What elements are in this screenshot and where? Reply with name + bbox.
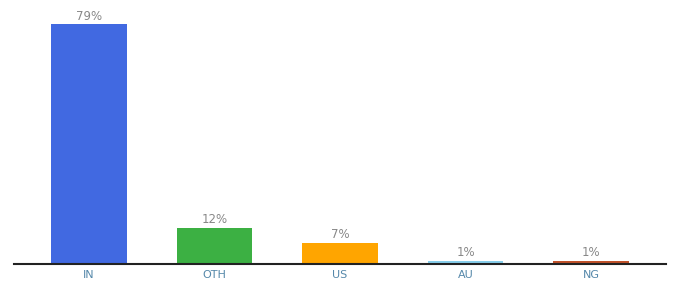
Text: 7%: 7% <box>330 228 350 241</box>
Bar <box>554 261 629 264</box>
Text: 79%: 79% <box>76 10 102 23</box>
Bar <box>303 243 377 264</box>
Bar <box>177 228 252 264</box>
Bar <box>51 24 126 264</box>
Text: 1%: 1% <box>582 246 600 260</box>
Bar <box>428 261 503 264</box>
Text: 1%: 1% <box>456 246 475 260</box>
Text: 12%: 12% <box>201 213 228 226</box>
